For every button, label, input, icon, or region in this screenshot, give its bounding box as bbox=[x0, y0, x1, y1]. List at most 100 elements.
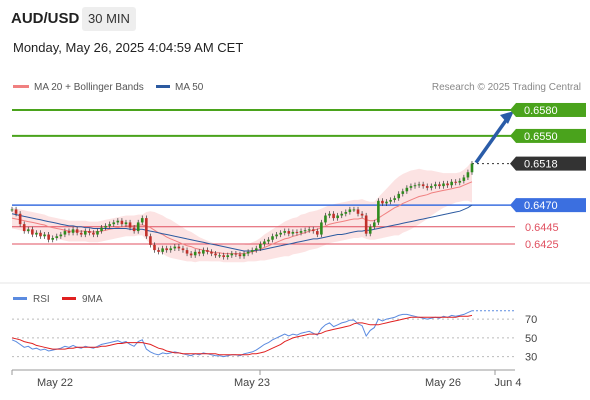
candle-body bbox=[267, 239, 270, 242]
level-last-tag-pointer bbox=[510, 156, 516, 171]
ma50-legend-swatch bbox=[156, 85, 170, 88]
rsi-ma-legend-swatch bbox=[62, 297, 76, 300]
candle-body bbox=[417, 184, 421, 186]
candle-body bbox=[275, 234, 278, 237]
x-axis-label: May 23 bbox=[234, 377, 270, 389]
candle-body bbox=[328, 213, 331, 216]
rsi-tick-label: 30 bbox=[525, 352, 537, 364]
candle-body bbox=[303, 230, 307, 232]
rsi-tick-label: 70 bbox=[525, 314, 537, 326]
candle-body bbox=[434, 184, 437, 187]
candle-body bbox=[377, 200, 380, 223]
candle-body bbox=[59, 234, 63, 237]
candle-body bbox=[421, 184, 425, 187]
candle-body bbox=[193, 251, 197, 256]
candle-body bbox=[311, 229, 315, 232]
ma20-legend-label: MA 20 + Bollinger Bands bbox=[34, 82, 144, 93]
candle-body bbox=[279, 232, 282, 235]
candle-body bbox=[43, 234, 46, 237]
candle-body bbox=[100, 227, 103, 232]
candle-body bbox=[206, 250, 209, 252]
candle-body bbox=[108, 224, 111, 226]
candle-body bbox=[22, 224, 26, 232]
candle-body bbox=[242, 253, 246, 257]
candle-body bbox=[218, 255, 221, 257]
candle-body bbox=[442, 183, 445, 187]
copyright-credit: Research © 2025 Trading Central bbox=[432, 82, 581, 93]
candle-body bbox=[287, 231, 291, 234]
candle-body bbox=[92, 232, 95, 235]
level-last-tag bbox=[516, 156, 586, 171]
level-pivot-tag-pointer bbox=[510, 198, 516, 213]
candle-body bbox=[35, 232, 38, 235]
candle-body bbox=[246, 251, 250, 254]
candle-body bbox=[18, 213, 22, 225]
candle-body bbox=[340, 213, 344, 216]
candle-body bbox=[336, 215, 339, 219]
candle-body bbox=[238, 254, 242, 257]
level-target-tag-pointer bbox=[510, 102, 516, 117]
candle-body bbox=[31, 229, 34, 235]
rsi-line bbox=[11, 310, 473, 358]
candle-body bbox=[454, 181, 458, 183]
candle-body bbox=[356, 209, 360, 214]
level-pivot-label: 0.6470 bbox=[524, 200, 558, 212]
candle-body bbox=[67, 231, 71, 233]
candle-body bbox=[401, 191, 405, 194]
candle-body bbox=[413, 185, 417, 187]
x-axis-label: May 22 bbox=[37, 377, 73, 389]
candle-body bbox=[124, 222, 128, 225]
candle-body bbox=[181, 248, 185, 251]
candle-body bbox=[348, 209, 352, 213]
candle-body bbox=[71, 229, 75, 233]
candle-body bbox=[344, 212, 348, 214]
candle-body bbox=[316, 231, 319, 235]
candle-body bbox=[381, 200, 384, 204]
forecast-arrow-head bbox=[500, 110, 514, 124]
candle-body bbox=[425, 186, 429, 188]
candle-body bbox=[177, 246, 181, 249]
rsi-ma-line bbox=[11, 314, 473, 356]
level-target-tag bbox=[516, 102, 586, 117]
candle-body bbox=[153, 244, 156, 251]
candle-body bbox=[10, 209, 14, 211]
candle-body bbox=[26, 229, 30, 232]
candle-body bbox=[360, 213, 364, 216]
candle-body bbox=[458, 180, 462, 183]
level-target-label: 0.6550 bbox=[524, 131, 558, 143]
rsi-tick-label: 50 bbox=[525, 333, 537, 345]
candle-body bbox=[307, 229, 311, 231]
candle-body bbox=[96, 231, 99, 235]
candle-body bbox=[397, 193, 401, 199]
candle-body bbox=[429, 186, 433, 188]
timeframe-button[interactable]: 30 MIN bbox=[82, 7, 136, 31]
candle-body bbox=[389, 199, 392, 202]
level-target-tag-pointer bbox=[510, 128, 516, 143]
candle-body bbox=[136, 222, 140, 232]
candle-body bbox=[364, 215, 368, 234]
candle-body bbox=[104, 225, 107, 228]
candle-body bbox=[75, 229, 79, 233]
candle-body bbox=[462, 177, 466, 181]
x-axis-label: Jun 4 bbox=[495, 377, 522, 389]
candle-body bbox=[409, 186, 413, 188]
candle-body bbox=[446, 183, 449, 186]
candle-body bbox=[259, 244, 262, 249]
candle-body bbox=[283, 231, 287, 233]
candle-body bbox=[271, 236, 274, 240]
candle-body bbox=[83, 231, 87, 235]
candle-body bbox=[470, 163, 474, 173]
level-support-label: 0.6425 bbox=[525, 239, 559, 251]
candle-body bbox=[55, 236, 59, 238]
candle-body bbox=[157, 250, 160, 252]
candle-body bbox=[145, 218, 148, 237]
ma50-legend-label: MA 50 bbox=[175, 82, 204, 93]
candle-body bbox=[185, 250, 189, 254]
candle-body bbox=[373, 222, 376, 227]
ma20-legend-swatch bbox=[13, 85, 29, 88]
candle-body bbox=[405, 187, 409, 192]
candle-body bbox=[324, 215, 327, 223]
candle-body bbox=[120, 220, 124, 225]
candle-body bbox=[230, 253, 234, 256]
x-axis-label: May 26 bbox=[425, 377, 461, 389]
